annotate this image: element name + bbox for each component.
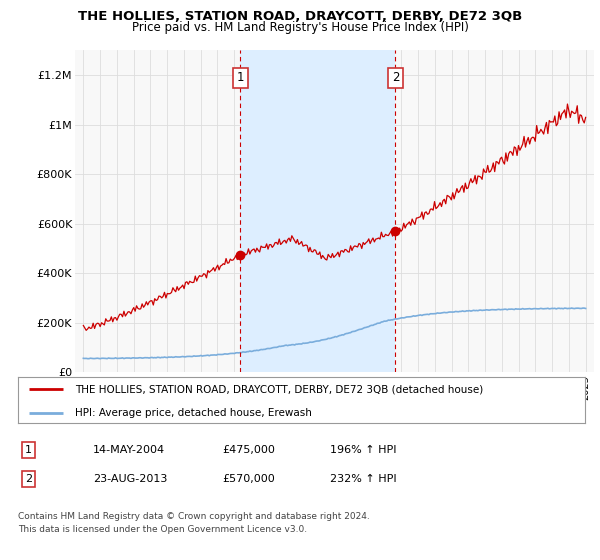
Text: 1: 1 xyxy=(25,445,32,455)
Text: Contains HM Land Registry data © Crown copyright and database right 2024.: Contains HM Land Registry data © Crown c… xyxy=(18,512,370,521)
Text: 23-AUG-2013: 23-AUG-2013 xyxy=(93,474,167,484)
Text: THE HOLLIES, STATION ROAD, DRAYCOTT, DERBY, DE72 3QB (detached house): THE HOLLIES, STATION ROAD, DRAYCOTT, DER… xyxy=(75,384,483,394)
Text: Price paid vs. HM Land Registry's House Price Index (HPI): Price paid vs. HM Land Registry's House … xyxy=(131,21,469,34)
Text: 232% ↑ HPI: 232% ↑ HPI xyxy=(330,474,397,484)
Text: This data is licensed under the Open Government Licence v3.0.: This data is licensed under the Open Gov… xyxy=(18,525,307,534)
Text: THE HOLLIES, STATION ROAD, DRAYCOTT, DERBY, DE72 3QB: THE HOLLIES, STATION ROAD, DRAYCOTT, DER… xyxy=(78,10,522,23)
Text: 1: 1 xyxy=(236,71,244,84)
Text: £570,000: £570,000 xyxy=(222,474,275,484)
Text: 196% ↑ HPI: 196% ↑ HPI xyxy=(330,445,397,455)
Text: 2: 2 xyxy=(392,71,399,84)
Text: HPI: Average price, detached house, Erewash: HPI: Average price, detached house, Erew… xyxy=(75,408,311,418)
Text: 14-MAY-2004: 14-MAY-2004 xyxy=(93,445,165,455)
Text: 2: 2 xyxy=(25,474,32,484)
Text: £475,000: £475,000 xyxy=(222,445,275,455)
Bar xyxy=(240,50,395,372)
